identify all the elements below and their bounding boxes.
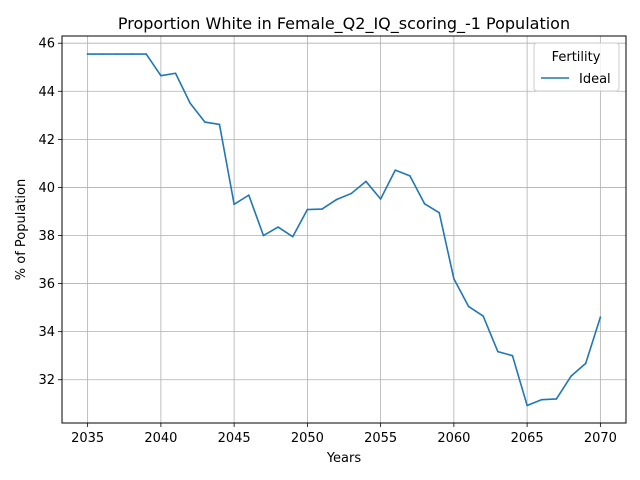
data-point (394, 169, 397, 171)
data-point (423, 202, 426, 205)
data-point (379, 198, 382, 200)
data-point (526, 404, 528, 407)
x-axis-ticks: 2035 2040 2045 2050 2055 2060 2065 2070 (71, 423, 617, 446)
y-tick-label: 38 (38, 229, 55, 244)
data-point (467, 305, 470, 308)
data-point (335, 198, 338, 201)
x-tick-label: 2055 (364, 431, 397, 446)
grid (62, 36, 626, 423)
chart-title: Proportion White in Female_Q2_IQ_scoring… (118, 14, 570, 34)
y-tick-label: 40 (38, 181, 55, 196)
data-point (277, 226, 279, 228)
x-tick-label: 2035 (71, 431, 104, 446)
legend-label-ideal: Ideal (579, 72, 611, 87)
series-layer (86, 53, 602, 407)
y-tick-label: 44 (38, 85, 55, 100)
legend-box (533, 42, 620, 92)
data-point (291, 235, 294, 238)
x-tick-label: 2045 (218, 431, 251, 446)
data-point (453, 277, 455, 280)
x-tick-label: 2050 (291, 431, 324, 446)
data-point (555, 398, 558, 400)
data-point (321, 208, 323, 210)
x-tick-label: 2060 (437, 431, 470, 446)
y-tick-label: 36 (38, 277, 55, 292)
data-point (584, 362, 587, 365)
y-tick-label: 42 (38, 133, 55, 148)
x-tick-label: 2070 (584, 431, 617, 446)
data-point (218, 123, 221, 126)
y-axis-ticks: 32 34 36 38 40 42 44 46 (38, 37, 62, 388)
legend: Fertility Ideal (533, 42, 620, 92)
data-point (101, 53, 104, 55)
data-point (116, 53, 118, 55)
data-point (365, 180, 367, 183)
data-point (160, 74, 162, 77)
y-tick-label: 46 (38, 37, 55, 52)
data-point (86, 53, 89, 55)
data-point (497, 350, 499, 353)
data-point (409, 175, 411, 177)
data-point (174, 72, 177, 75)
data-point (540, 398, 543, 401)
data-point (599, 316, 602, 319)
y-tick-label: 32 (38, 373, 55, 388)
data-point (350, 192, 353, 195)
data-point (511, 354, 514, 357)
data-point (204, 121, 206, 123)
data-point (189, 102, 191, 105)
plot-frame (61, 35, 627, 424)
legend-title: Fertility (552, 50, 601, 65)
data-point (438, 211, 441, 214)
x-tick-label: 2040 (144, 431, 177, 446)
data-point (306, 208, 309, 211)
data-point (145, 53, 148, 55)
data-point (247, 194, 250, 196)
data-point (570, 375, 572, 377)
series-line-ideal (86, 53, 602, 407)
x-axis-label: Years (326, 451, 362, 466)
y-axis-label: % of Population (14, 179, 29, 280)
data-point (482, 315, 484, 317)
data-point (233, 203, 235, 206)
data-point (130, 53, 133, 55)
data-point (262, 234, 265, 237)
y-tick-label: 34 (38, 325, 55, 340)
x-tick-label: 2065 (511, 431, 544, 446)
